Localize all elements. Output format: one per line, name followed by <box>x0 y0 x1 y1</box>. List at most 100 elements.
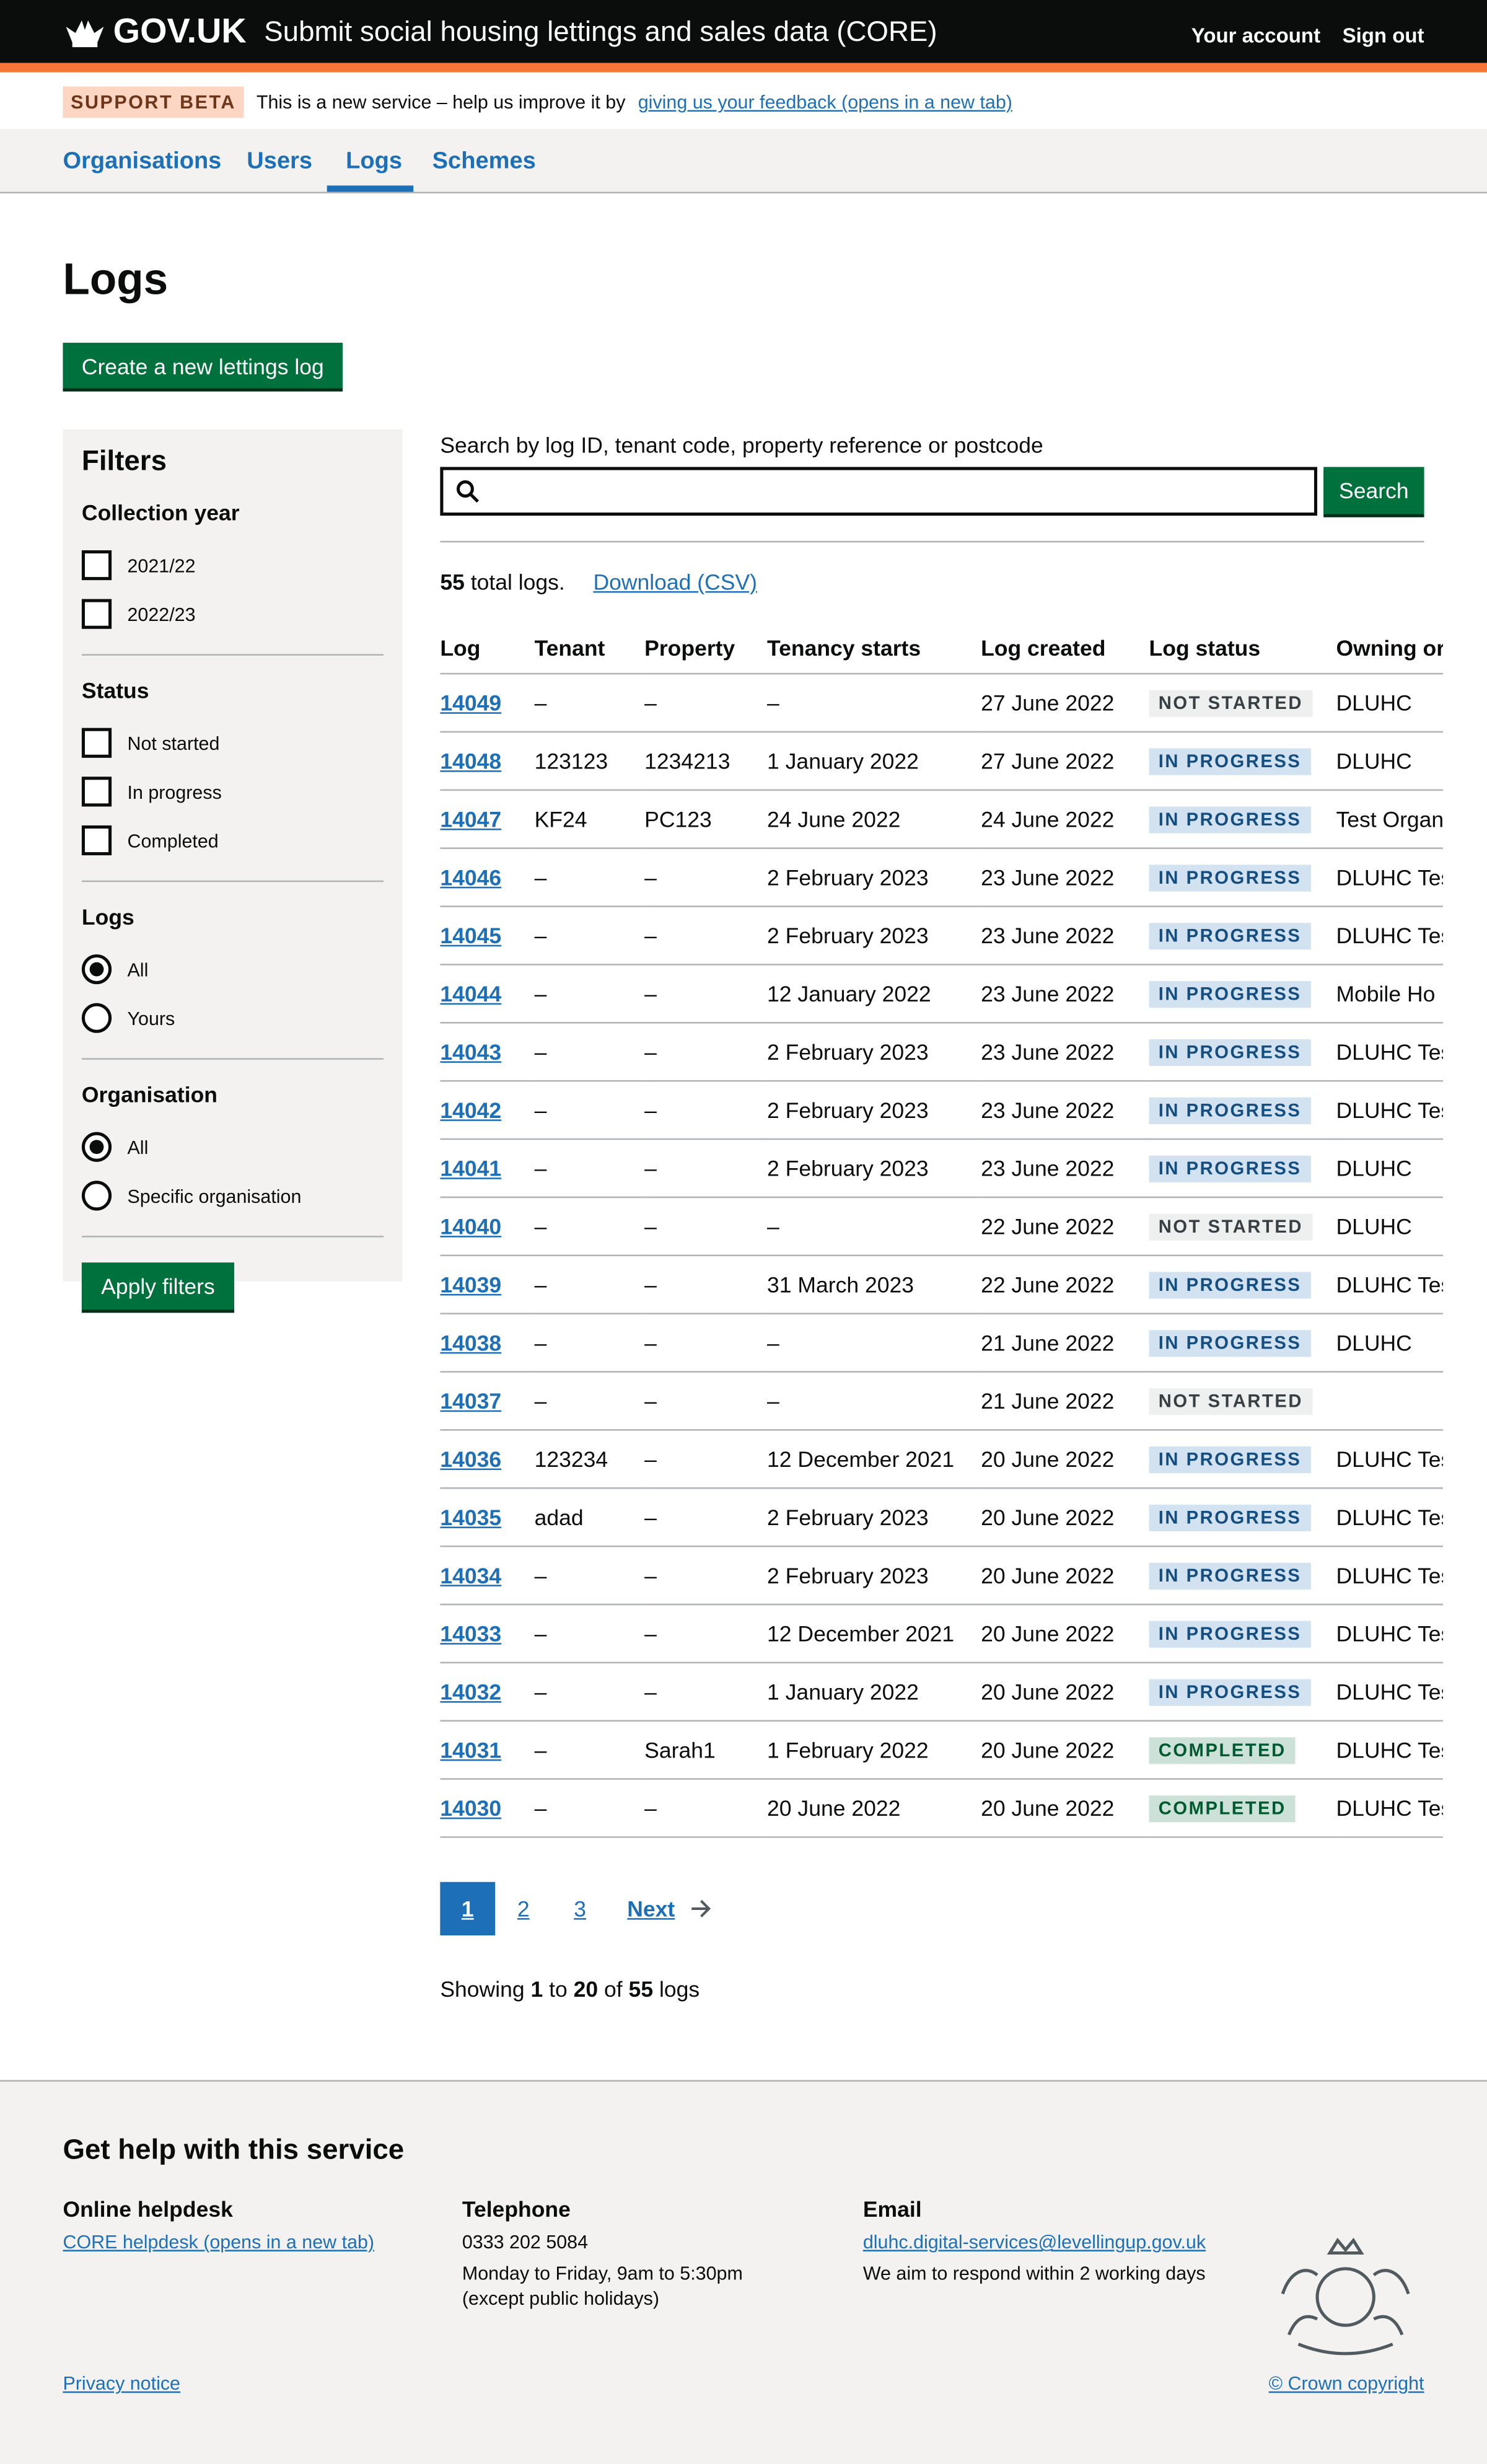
download-csv-link[interactable]: Download (CSV) <box>593 569 758 594</box>
log-link[interactable]: 14038 <box>440 1329 502 1355</box>
table-body: 14049– – –27 June 2022 NOT STARTED DLUHC 1404… <box>440 672 1443 1837</box>
page-2-link[interactable]: 2 <box>517 1896 530 1922</box>
create-lettings-log-button[interactable]: Create a new lettings log <box>63 343 343 389</box>
checkbox[interactable] <box>81 599 112 629</box>
phase-banner: SUPPORT BETA This is a new service – hel… <box>63 86 1012 118</box>
helpdesk-link[interactable]: CORE helpdesk (opens in a new tab) <box>63 2231 375 2253</box>
log-link[interactable]: 14034 <box>440 1562 502 1588</box>
log-link[interactable]: 14046 <box>440 864 502 889</box>
table-cell: 2 February 2023 <box>767 1545 981 1605</box>
table-cell: – <box>767 672 981 732</box>
search-field[interactable] <box>440 467 1318 516</box>
filter-2021-22[interactable]: 2021/22 <box>81 541 384 590</box>
table-cell <box>1336 1371 1443 1430</box>
table-cell: 14042 <box>440 1080 535 1140</box>
table-cell: 14047 <box>440 789 535 848</box>
search-input[interactable] <box>443 470 1314 513</box>
organisation-label: Organisation <box>81 1081 218 1107</box>
arrow-right-icon[interactable] <box>691 1899 713 1918</box>
search-button[interactable]: Search <box>1323 467 1424 514</box>
table-cell: – <box>644 1661 768 1721</box>
table-cell: – <box>534 1545 645 1605</box>
govuk-logo[interactable]: GOV.UK <box>63 11 247 52</box>
table-cell: 20 June 2022 <box>981 1778 1149 1837</box>
log-link[interactable]: 14040 <box>440 1213 502 1238</box>
option-label: All <box>127 958 149 980</box>
feedback-link[interactable]: giving us your feedback (opens in a new … <box>638 91 1012 113</box>
log-link[interactable]: 14044 <box>440 980 502 1006</box>
status-tag: IN PROGRESS <box>1149 1562 1311 1589</box>
filter-not-started[interactable]: Not started <box>81 718 384 767</box>
log-link[interactable]: 14045 <box>440 922 502 948</box>
radio[interactable] <box>81 1181 112 1211</box>
table-cell: – <box>534 1313 645 1372</box>
email-note: We aim to respond within 2 working days <box>862 2262 1206 2285</box>
nav-users[interactable]: Users <box>247 147 313 175</box>
table-cell: 14039 <box>440 1254 535 1314</box>
table-cell: – <box>644 1778 768 1837</box>
log-link[interactable]: 14043 <box>440 1038 502 1064</box>
nav-organisations[interactable]: Organisations <box>63 147 222 175</box>
log-link[interactable]: 14030 <box>440 1794 502 1820</box>
filter-in-progress[interactable]: In progress <box>81 767 384 816</box>
log-link[interactable]: 14037 <box>440 1387 502 1413</box>
option-label: In progress <box>127 780 222 803</box>
table-cell: DLUHC Tes <box>1336 1603 1443 1663</box>
nav-logs[interactable]: Logs <box>346 147 403 175</box>
filter-logs-yours[interactable]: Yours <box>81 993 384 1042</box>
telephone-title: Telephone <box>462 2196 571 2222</box>
log-link[interactable]: 14039 <box>440 1271 502 1296</box>
table-cell: – <box>534 1603 645 1663</box>
filter-org-all[interactable]: All <box>81 1122 384 1171</box>
table-row: 14034– –2 February 2023 20 June 2022 IN PRO… <box>440 1545 1443 1605</box>
royal-coat-of-arms-icon <box>1281 2237 1410 2356</box>
page-3-link[interactable]: 3 <box>574 1896 587 1922</box>
radio[interactable] <box>81 1003 112 1033</box>
next-page-link[interactable]: Next <box>627 1896 675 1922</box>
checkbox[interactable] <box>81 825 112 856</box>
privacy-notice-link[interactable]: Privacy notice <box>63 2372 181 2395</box>
log-link[interactable]: 14036 <box>440 1445 502 1471</box>
table-cell: 14045 <box>440 905 535 965</box>
phone-number: 0333 202 5084 <box>462 2231 589 2253</box>
table-cell: 31 March 2023 <box>767 1254 981 1314</box>
table-row: 14049– – –27 June 2022 NOT STARTED DLUHC <box>440 672 1443 732</box>
log-link[interactable]: 14031 <box>440 1736 502 1762</box>
log-link[interactable]: 14041 <box>440 1155 502 1181</box>
radio[interactable] <box>81 954 112 985</box>
log-link[interactable]: 14035 <box>440 1503 502 1529</box>
crown-copyright-link[interactable]: © Crown copyright <box>1268 2372 1424 2395</box>
checkbox[interactable] <box>81 728 112 758</box>
table-cell: Mobile Ho <box>1336 964 1443 1023</box>
apply-filters-button[interactable]: Apply filters <box>81 1262 235 1310</box>
table-cell: IN PROGRESS <box>1149 1487 1336 1547</box>
log-link[interactable]: 14033 <box>440 1620 502 1645</box>
log-link[interactable]: 14048 <box>440 747 502 773</box>
filter-2022-23[interactable]: 2022/23 <box>81 589 384 638</box>
radio[interactable] <box>81 1132 112 1162</box>
filter-completed[interactable]: Completed <box>81 816 384 865</box>
table-row: 14041– –2 February 2023 23 June 2022 IN PRO… <box>440 1138 1443 1197</box>
table-row: 14043– –2 February 2023 23 June 2022 IN PRO… <box>440 1022 1443 1081</box>
table-cell: DLUHC <box>1336 731 1443 790</box>
table-cell: IN PROGRESS <box>1149 1138 1336 1197</box>
log-link[interactable]: 14047 <box>440 806 502 831</box>
table-row: 14035 adad –2 February 2023 20 June 2022 IN … <box>440 1487 1443 1547</box>
filter-org-specific[interactable]: Specific organisation <box>81 1171 384 1220</box>
sign-out-link[interactable]: Sign out <box>1342 24 1424 48</box>
log-link[interactable]: 14032 <box>440 1678 502 1704</box>
log-link[interactable]: 14049 <box>440 689 502 715</box>
checkbox[interactable] <box>81 550 112 581</box>
service-name[interactable]: Submit social housing lettings and sales… <box>264 15 937 48</box>
log-link[interactable]: 14042 <box>440 1096 502 1122</box>
checkbox[interactable] <box>81 777 112 807</box>
banner-text: This is a new service – help us improve … <box>256 91 626 113</box>
email-link[interactable]: dluhc.digital-services@levellingup.gov.u… <box>862 2231 1206 2253</box>
logs-table-container[interactable]: Log Tenant Property Tenancy starts Log creat… <box>440 622 1443 1837</box>
filter-logs-all[interactable]: All <box>81 945 384 994</box>
page-1-current[interactable]: 1 <box>440 1881 496 1936</box>
your-account-link[interactable]: Your account <box>1191 24 1321 48</box>
table-cell: IN PROGRESS <box>1149 847 1336 907</box>
nav-schemes[interactable]: Schemes <box>432 147 536 175</box>
option-label: Completed <box>127 829 219 851</box>
